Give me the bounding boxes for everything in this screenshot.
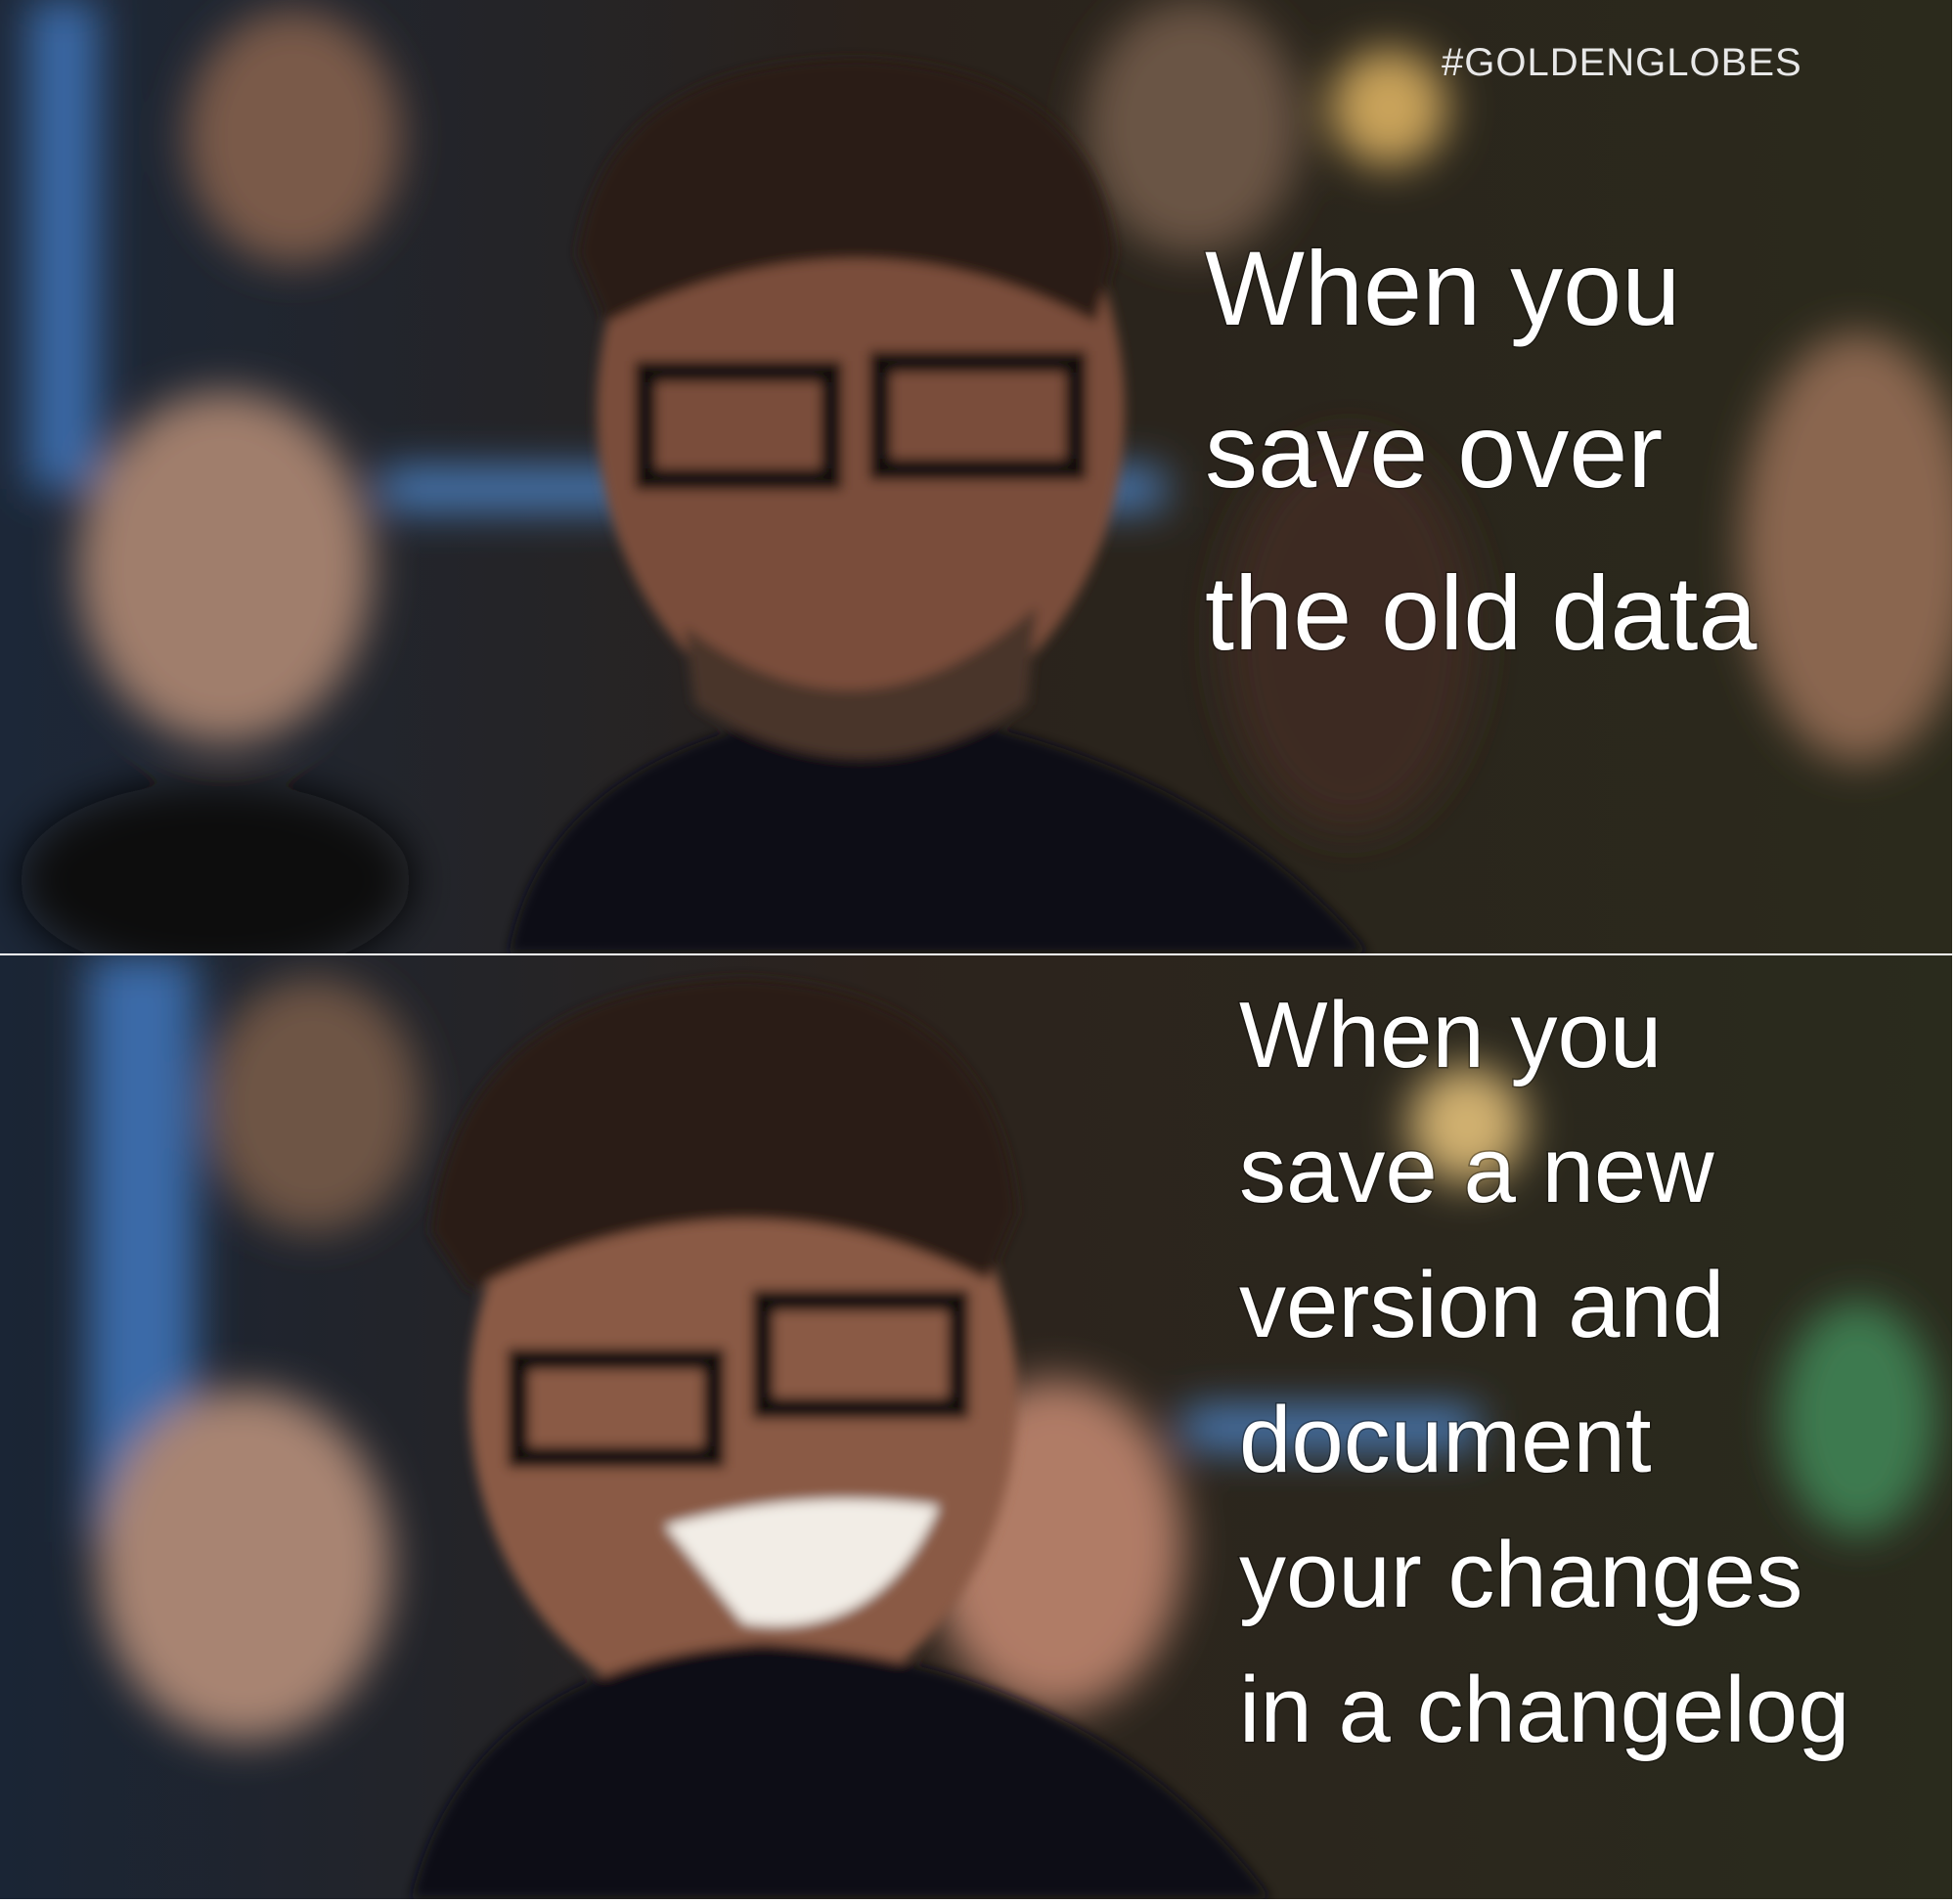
caption-line: When you [1205, 229, 1680, 347]
caption-line: version and [1239, 1253, 1724, 1357]
caption-line: the old data [1205, 553, 1757, 672]
panel-bottom [0, 955, 1952, 1899]
caption-line: save over [1205, 391, 1663, 509]
caption-line: When you [1239, 983, 1662, 1087]
caption-line: document [1239, 1388, 1652, 1492]
panel-top: #GOLDENGLOBES [0, 0, 1952, 953]
caption-line: your changes [1239, 1523, 1802, 1627]
watermark: #GOLDENGLOBES [1442, 41, 1802, 84]
caption-line: save a new [1239, 1118, 1714, 1222]
captions: When you save over the old data When you sav… [1204, 228, 1852, 1764]
caption-line: in a changelog [1239, 1658, 1850, 1762]
